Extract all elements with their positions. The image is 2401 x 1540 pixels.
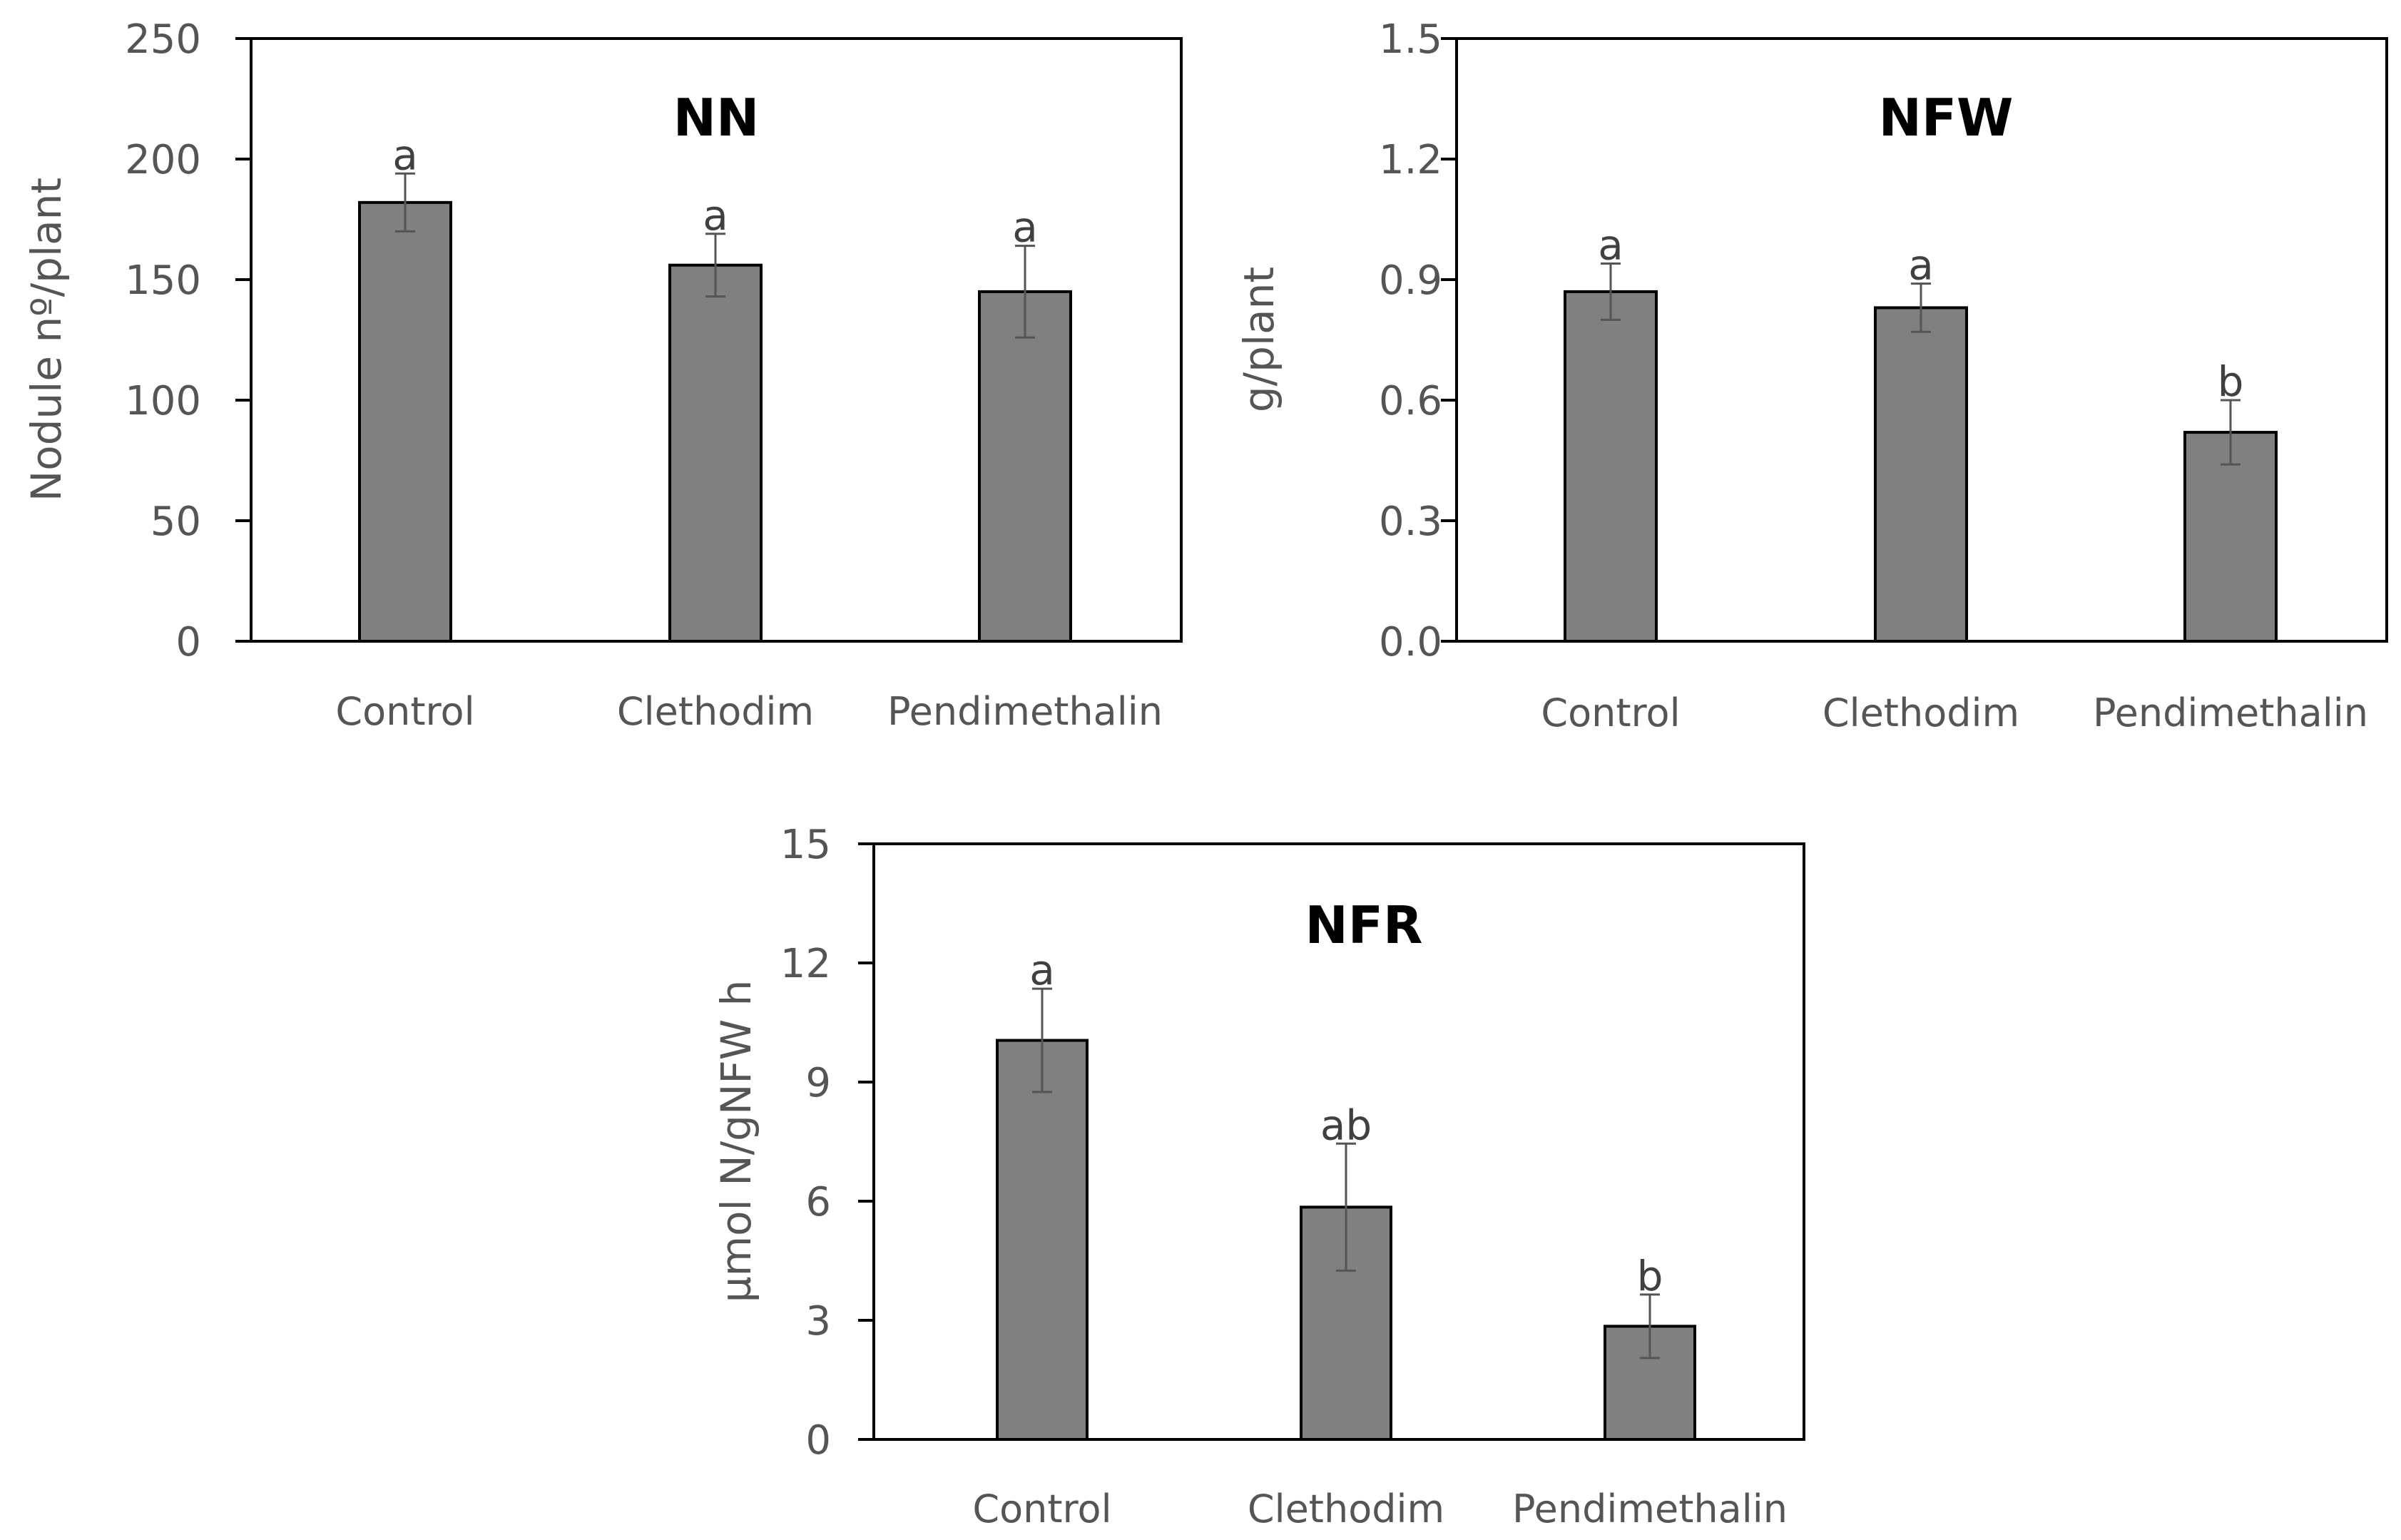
chart-panel-nfr: NFR µmol N/gNFW h 0 3 6 9 12 15 Control …	[712, 822, 1805, 1531]
significance-label: ab	[1320, 1101, 1372, 1149]
bar	[358, 200, 452, 643]
y-tick-label: 200	[125, 137, 201, 183]
y-tick-label: 0.0	[1379, 619, 1442, 666]
y-tick-label: 1.5	[1379, 16, 1442, 63]
x-tick-label: Control	[972, 1487, 1111, 1531]
significance-label: b	[2218, 357, 2244, 406]
y-tick-label: 9	[805, 1060, 831, 1106]
y-tick-label: 1.2	[1379, 137, 1442, 183]
y-axis-title: g/plant	[1235, 267, 1283, 412]
y-tick-label: 0.9	[1379, 257, 1442, 304]
x-tick-label: Pendimethalin	[887, 689, 1163, 734]
y-tick-label: 0	[175, 619, 201, 666]
chart-panel-nfw: NFW g/plant 0.0 0.3 0.6 0.9 1.2 1.5 Cont…	[1235, 16, 2388, 735]
y-tick-label: 100	[125, 378, 201, 424]
significance-label: a	[1012, 203, 1038, 252]
x-tick-label: Clethodim	[1248, 1487, 1444, 1531]
bar	[1604, 1325, 1696, 1441]
y-tick-label: 15	[780, 822, 831, 868]
chart-title: NN	[673, 88, 760, 148]
significance-label: a	[392, 131, 418, 179]
significance-label: b	[1637, 1252, 1663, 1300]
significance-label: a	[1598, 220, 1623, 269]
x-tick-label: Pendimethalin	[2093, 690, 2368, 735]
x-tick-label: Control	[1541, 690, 1680, 735]
chart-title: NFR	[1305, 895, 1423, 955]
x-tick-label: Control	[335, 689, 474, 734]
significance-label: a	[1029, 946, 1055, 994]
bar	[1564, 290, 1658, 643]
y-tick-label: 0.3	[1379, 499, 1442, 545]
chart-title: NFW	[1879, 88, 2014, 148]
y-tick-label: 3	[805, 1298, 831, 1345]
y-tick-label: 0.6	[1379, 378, 1442, 424]
significance-label: a	[1908, 241, 1934, 290]
significance-label: a	[703, 191, 728, 240]
bar	[996, 1039, 1089, 1442]
y-tick-label: 150	[125, 257, 201, 304]
y-tick-label: 6	[805, 1179, 831, 1225]
y-tick-label: 12	[780, 941, 831, 987]
x-tick-label: Pendimethalin	[1512, 1487, 1788, 1531]
bar	[668, 263, 763, 643]
y-axis-title: µmol N/gNFW h	[712, 980, 760, 1302]
y-axis-title: Nodule nº/plant	[22, 178, 71, 501]
y-tick-label: 0	[805, 1417, 831, 1464]
x-tick-label: Clethodim	[617, 689, 814, 734]
y-tick-label: 50	[151, 499, 201, 545]
bar	[978, 290, 1072, 643]
x-tick-label: Clethodim	[1823, 690, 2019, 735]
chart-panel-nn: NN Nodule nº/plant 0 50 100 150 200 250 …	[22, 16, 1183, 734]
bar	[1874, 306, 1968, 643]
y-tick-label: 250	[125, 16, 201, 63]
bar	[2183, 431, 2278, 643]
